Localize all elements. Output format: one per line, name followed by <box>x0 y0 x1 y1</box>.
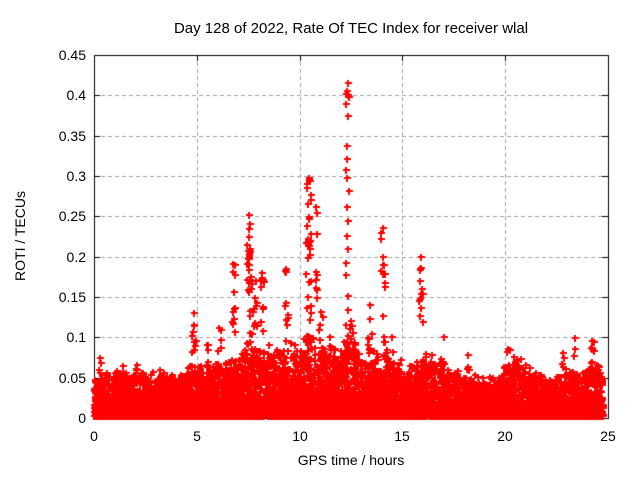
y-tick-label: 0.1 <box>66 329 86 345</box>
x-axis-label: GPS time / hours <box>297 452 405 468</box>
y-tick-label: 0.15 <box>58 289 86 305</box>
y-tick-label: 0.35 <box>58 128 86 144</box>
x-tick-label: 15 <box>394 428 410 444</box>
y-tick-label: 0.05 <box>58 370 86 386</box>
y-tick-label: 0.4 <box>66 87 86 103</box>
y-tick-label: 0.25 <box>58 208 86 224</box>
y-tick-label: 0 <box>78 410 86 426</box>
y-tick-label: 0.3 <box>66 168 86 184</box>
x-tick-label: 0 <box>90 428 98 444</box>
x-tick-label: 25 <box>600 428 616 444</box>
chart-title: Day 128 of 2022, Rate Of TEC Index for r… <box>173 20 529 37</box>
x-tick-label: 20 <box>497 428 513 444</box>
y-tick-label: 0.45 <box>58 47 86 63</box>
x-tick-label: 10 <box>292 428 308 444</box>
y-tick-label: 0.2 <box>66 249 86 265</box>
x-tick-label: 5 <box>193 428 201 444</box>
y-axis-label: ROTI / TECUs <box>12 191 28 281</box>
